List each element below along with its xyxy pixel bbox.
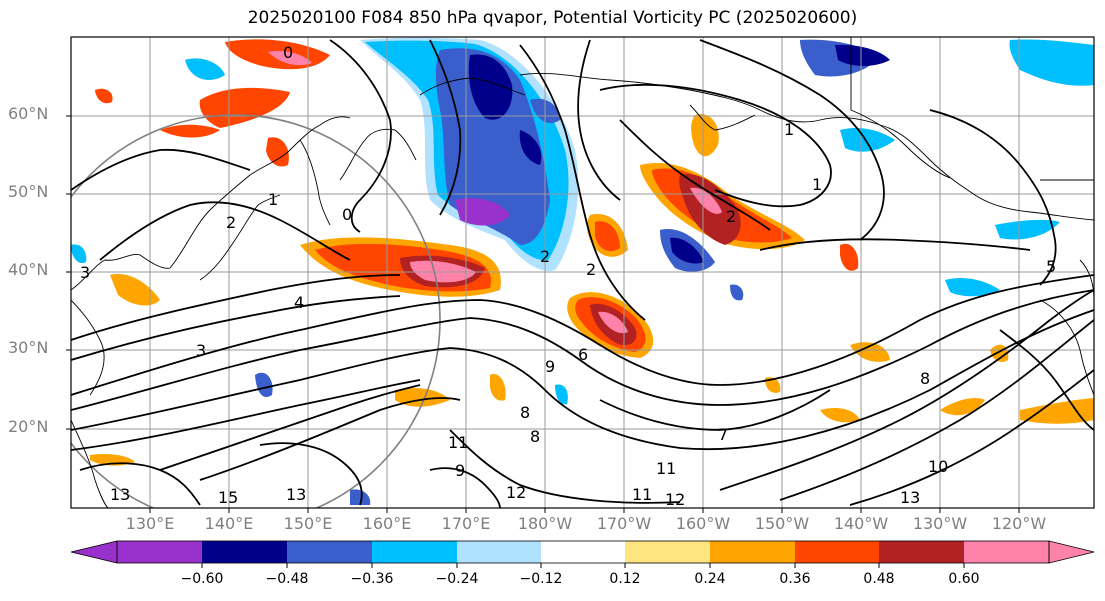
contour-label: 2 (540, 247, 550, 266)
contour-label: 7 (718, 425, 728, 444)
colorbar-segment (964, 541, 1049, 563)
lon-label: 160°E (362, 514, 412, 533)
lon-label: 150°W (754, 514, 810, 533)
contour-label-group: 0 0 1 1 1 2 2 2 2 3 3 4 5 6 7 8 8 8 9 9 … (80, 43, 1056, 509)
range-circle (71, 114, 441, 508)
colorbar-segment (287, 541, 372, 563)
contour-label: 13 (900, 488, 920, 507)
colorbar-segment (879, 541, 964, 563)
colorbar-extend-low (70, 540, 118, 564)
positive-anomaly-shading (90, 39, 1094, 466)
colorbar-tick-label: −0.48 (265, 571, 309, 587)
contour-label: 9 (545, 357, 555, 376)
contour-label: 11 (632, 485, 652, 504)
contour-label: 15 (218, 488, 238, 507)
colorbar-segment (457, 541, 541, 563)
contour-label: 3 (196, 341, 206, 360)
colorbar-tick-label: 0.24 (694, 571, 726, 587)
contour-label: 5 (1046, 257, 1056, 276)
contour-label: 12 (665, 490, 685, 509)
contour-label: 8 (530, 427, 540, 446)
contour-label: 10 (928, 457, 948, 476)
contour-label: 3 (80, 263, 90, 282)
contour-label: 1 (268, 190, 278, 209)
lon-label: 130°E (125, 514, 175, 533)
contour-label: 6 (578, 345, 588, 364)
colorbar-tick-label: −0.60 (180, 571, 224, 587)
colorbar-tick-label: −0.24 (435, 571, 479, 587)
lon-label: 130°W (912, 514, 968, 533)
colorbar-tick-label: −0.12 (519, 571, 563, 587)
map-title: 2025020100 F084 850 hPa qvapor, Potentia… (247, 8, 858, 28)
coastlines (71, 37, 1094, 508)
contour-label: 2 (726, 207, 736, 226)
colorbar-segment (541, 541, 625, 563)
lon-label: 120°W (991, 514, 1047, 533)
colorbar-segment (795, 541, 879, 563)
contour-label: 0 (342, 205, 352, 224)
colorbar-tick-label: −0.36 (350, 571, 394, 587)
lat-label: 40°N (8, 260, 49, 279)
colorbar-tick-label: 0.12 (609, 571, 641, 587)
colorbar-segment (117, 541, 202, 563)
axis-ticks (66, 115, 1020, 513)
colorbar-tick-label: 0.60 (948, 571, 980, 587)
colorbar-tick-label: 0.48 (863, 571, 895, 587)
map-plot-area: 0 0 1 1 1 2 2 2 2 3 3 4 5 6 7 8 8 8 9 9 … (71, 37, 1094, 509)
contour-label: 13 (286, 485, 306, 504)
lon-label: 160°W (675, 514, 731, 533)
colorbar-segment (202, 541, 287, 563)
contour-label: 13 (110, 485, 130, 504)
colorbar-segment (710, 541, 795, 563)
lon-label: 140°E (204, 514, 254, 533)
contour-label: 12 (506, 483, 526, 502)
colorbar-tick-label: 0.36 (779, 571, 811, 587)
contour-label: 8 (920, 369, 930, 388)
negative-anomaly-shading (71, 37, 1094, 505)
contour-lines (71, 39, 1094, 508)
lon-label: 140°W (833, 514, 889, 533)
colorbar (70, 540, 1095, 568)
lon-label: 170°E (441, 514, 491, 533)
colorbar-segment (372, 541, 457, 563)
contour-label: 2 (586, 260, 596, 279)
lat-label: 30°N (8, 338, 49, 357)
contour-label: 0 (283, 43, 293, 62)
colorbar-segment (625, 541, 710, 563)
lat-label: 60°N (8, 104, 49, 123)
lon-label: 150°E (283, 514, 333, 533)
contour-label: 11 (448, 433, 468, 452)
lon-label: 180°W (517, 514, 573, 533)
contour-label: 1 (812, 175, 822, 194)
lat-label: 50°N (8, 182, 49, 201)
contour-label: 8 (520, 403, 530, 422)
contour-label: 4 (294, 293, 304, 312)
colorbar-extend-high (1048, 540, 1095, 564)
lat-label: 20°N (8, 417, 49, 436)
contour-label: 1 (784, 120, 794, 139)
lon-label: 170°W (596, 514, 652, 533)
contour-label: 11 (656, 459, 676, 478)
contour-label: 2 (226, 213, 236, 232)
contour-label: 9 (455, 461, 465, 480)
